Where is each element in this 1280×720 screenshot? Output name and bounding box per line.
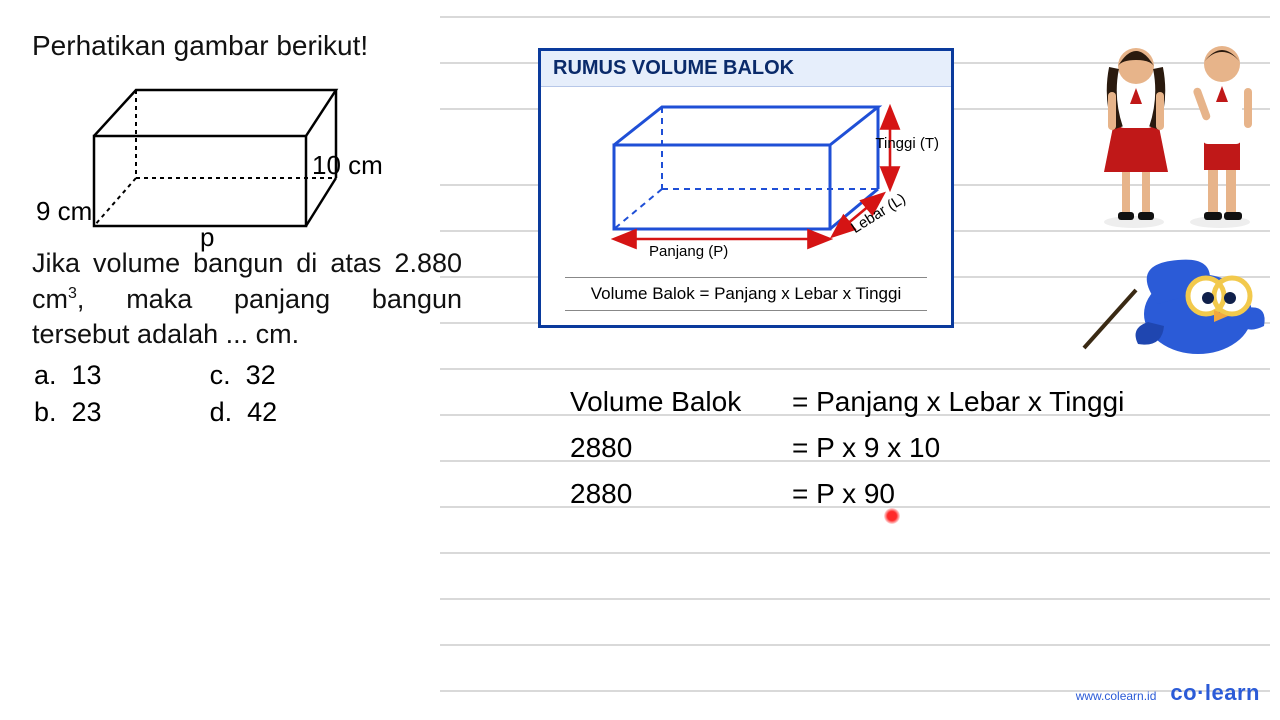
problem-options: a. 13 c. 32 b. 23 d. 42 bbox=[32, 356, 295, 432]
problem-title: Perhatikan gambar berikut! bbox=[32, 30, 462, 62]
pointer-dot-icon bbox=[884, 508, 900, 524]
formula-balok-diagram bbox=[566, 97, 926, 267]
footer: www.colearn.id co·learn bbox=[1076, 680, 1260, 706]
option-c: c. 32 bbox=[120, 358, 294, 393]
solution-row: 2880 = P x 9 x 10 bbox=[560, 426, 1134, 470]
option-a: a. 13 bbox=[34, 358, 118, 393]
solution-rhs: = P x 90 bbox=[782, 472, 1134, 516]
solution-row: Volume Balok = Panjang x Lebar x Tinggi bbox=[560, 380, 1134, 424]
solution-lhs: Volume Balok bbox=[560, 380, 780, 424]
solution-rhs: = P x 9 x 10 bbox=[782, 426, 1134, 470]
dim-width: 9 cm bbox=[36, 196, 92, 227]
problem-body: Jika volume bangun di atas 2.880 cm3, ma… bbox=[32, 246, 462, 353]
problem-block: Perhatikan gambar berikut! bbox=[32, 30, 462, 236]
footer-logo: co·learn bbox=[1170, 680, 1260, 706]
label-tinggi: Tinggi (T) bbox=[875, 135, 939, 152]
bird-mascot bbox=[1078, 244, 1268, 364]
page: Perhatikan gambar berikut! 10 cm 9 cm p … bbox=[0, 0, 1280, 720]
solution-row: 2880 = P x 90 bbox=[560, 472, 1134, 516]
solution-lhs: 2880 bbox=[560, 472, 780, 516]
option-d: d. 42 bbox=[120, 395, 294, 430]
label-panjang: Panjang (P) bbox=[649, 243, 728, 260]
solution-lhs: 2880 bbox=[560, 426, 780, 470]
students-illustration bbox=[1094, 22, 1264, 232]
option-b: b. 23 bbox=[34, 395, 118, 430]
formula-text: Volume Balok = Panjang x Lebar x Tinggi bbox=[565, 277, 927, 311]
dim-height: 10 cm bbox=[312, 150, 383, 181]
formula-card-title: RUMUS VOLUME BALOK bbox=[541, 51, 951, 87]
solution-table: Volume Balok = Panjang x Lebar x Tinggi … bbox=[558, 378, 1136, 518]
footer-url: www.colearn.id bbox=[1076, 689, 1157, 703]
problem-balok-diagram bbox=[60, 76, 340, 236]
solution-rhs: = Panjang x Lebar x Tinggi bbox=[782, 380, 1134, 424]
formula-card: RUMUS VOLUME BALOK bbox=[538, 48, 954, 328]
